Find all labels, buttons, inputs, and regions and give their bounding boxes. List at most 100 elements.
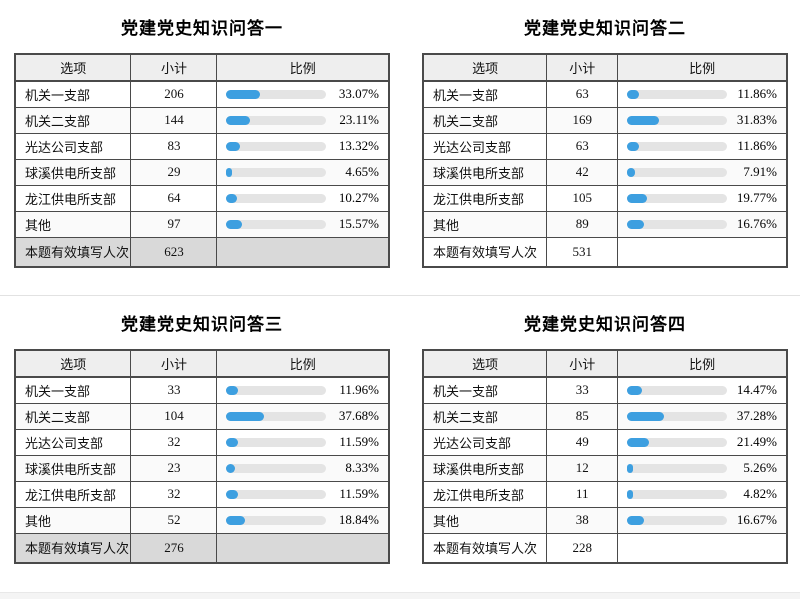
count-value: 64 bbox=[130, 184, 218, 212]
ratio-cell: 7.91% bbox=[617, 158, 788, 186]
ratio-cell: 21.49% bbox=[617, 428, 788, 456]
ratio-percent-label: 10.27% bbox=[338, 190, 379, 205]
ratio-cell: 4.65% bbox=[216, 158, 390, 186]
table-row: 光达公司支部 83 13.32% bbox=[14, 132, 390, 160]
ratio-percent-label: 23.11% bbox=[339, 112, 379, 127]
table-header-row: 选项 小计 比例 bbox=[422, 53, 788, 82]
count-value: 169 bbox=[546, 106, 619, 134]
count-value: 32 bbox=[130, 480, 218, 508]
ratio-percent-label: 11.59% bbox=[339, 434, 379, 449]
table-row: 光达公司支部 49 21.49% bbox=[422, 428, 788, 456]
table-row: 机关二支部 169 31.83% bbox=[422, 106, 788, 134]
option-label: 光达公司支部 bbox=[422, 132, 548, 160]
ratio-bar-fill bbox=[627, 385, 642, 395]
ratio-bar-fill bbox=[627, 167, 636, 177]
col-header-count: 小计 bbox=[130, 349, 218, 378]
option-label: 龙江供电所支部 bbox=[422, 184, 548, 212]
count-value: 42 bbox=[546, 158, 619, 186]
option-label: 光达公司支部 bbox=[14, 428, 132, 456]
ratio-bar-track bbox=[226, 437, 327, 447]
ratio-percent-label: 13.32% bbox=[338, 138, 379, 153]
total-row: 本题有效填写人次 531 bbox=[422, 236, 788, 268]
option-label: 其他 bbox=[14, 506, 132, 534]
ratio-bar-fill bbox=[627, 437, 649, 447]
table-row: 机关一支部 33 11.96% bbox=[14, 376, 390, 404]
ratio-cell: 18.84% bbox=[216, 506, 390, 534]
option-label: 机关二支部 bbox=[14, 106, 132, 134]
ratio-percent-label: 4.82% bbox=[743, 486, 777, 501]
ratio-cell: 13.32% bbox=[216, 132, 390, 160]
survey-result-question-1: 党建党史知识问答一 选项 小计 比例 机关一支部 206 33.07% 机关二支部 14… bbox=[0, 0, 400, 295]
count-value: 32 bbox=[130, 428, 218, 456]
table-row: 机关一支部 33 14.47% bbox=[422, 376, 788, 404]
total-label: 本题有效填写人次 bbox=[14, 236, 132, 268]
report-row-top: 党建党史知识问答一 选项 小计 比例 机关一支部 206 33.07% 机关二支部 14… bbox=[0, 0, 800, 296]
ratio-bar-fill bbox=[627, 489, 634, 499]
ratio-bar-fill bbox=[226, 193, 237, 203]
ratio-bar-fill bbox=[226, 385, 239, 395]
total-row: 本题有效填写人次 228 bbox=[422, 532, 788, 564]
col-header-option: 选项 bbox=[14, 349, 132, 378]
ratio-bar-track bbox=[627, 167, 728, 177]
ratio-bar-fill bbox=[627, 463, 634, 473]
col-header-option: 选项 bbox=[14, 53, 132, 82]
count-value: 38 bbox=[546, 506, 619, 534]
ratio-cell: 10.27% bbox=[216, 184, 390, 212]
survey-result-question-3: 党建党史知识问答三 选项 小计 比例 机关一支部 33 11.96% 机关二支部 104… bbox=[0, 296, 400, 592]
option-label: 其他 bbox=[422, 210, 548, 238]
ratio-cell: 16.67% bbox=[617, 506, 788, 534]
total-row: 本题有效填写人次 276 bbox=[14, 532, 390, 564]
ratio-bar-track bbox=[226, 115, 327, 125]
count-value: 104 bbox=[130, 402, 218, 430]
ratio-percent-label: 37.28% bbox=[736, 408, 777, 423]
ratio-percent-label: 31.83% bbox=[736, 112, 777, 127]
ratio-bar-track bbox=[226, 89, 327, 99]
ratio-bar-track bbox=[627, 411, 728, 421]
ratio-bar-track bbox=[226, 463, 327, 473]
table-row: 其他 97 15.57% bbox=[14, 210, 390, 238]
table-row: 龙江供电所支部 11 4.82% bbox=[422, 480, 788, 508]
col-header-option: 选项 bbox=[422, 53, 548, 82]
ratio-bar-fill bbox=[226, 219, 243, 229]
option-label: 光达公司支部 bbox=[14, 132, 132, 160]
ratio-cell: 11.96% bbox=[216, 376, 390, 404]
table-row: 其他 89 16.76% bbox=[422, 210, 788, 238]
ratio-percent-label: 16.67% bbox=[736, 512, 777, 527]
ratio-percent-label: 8.33% bbox=[345, 460, 379, 475]
option-label: 其他 bbox=[14, 210, 132, 238]
count-value: 105 bbox=[546, 184, 619, 212]
col-header-ratio: 比例 bbox=[216, 349, 390, 378]
ratio-cell: 11.59% bbox=[216, 480, 390, 508]
ratio-bar-fill bbox=[226, 463, 235, 473]
survey-result-question-4: 党建党史知识问答四 选项 小计 比例 机关一支部 33 14.47% 机关二支部 85 3… bbox=[400, 296, 800, 592]
result-table: 选项 小计 比例 机关一支部 206 33.07% 机关二支部 144 23.11% 光达公… bbox=[14, 53, 390, 268]
count-value: 33 bbox=[546, 376, 619, 404]
option-label: 机关二支部 bbox=[422, 106, 548, 134]
ratio-cell: 19.77% bbox=[617, 184, 788, 212]
ratio-bar-track bbox=[627, 515, 728, 525]
option-label: 光达公司支部 bbox=[422, 428, 548, 456]
ratio-cell: 8.33% bbox=[216, 454, 390, 482]
ratio-bar-fill bbox=[226, 411, 265, 421]
ratio-percent-label: 11.59% bbox=[339, 486, 379, 501]
table-row: 球溪供电所支部 12 5.26% bbox=[422, 454, 788, 482]
count-value: 63 bbox=[546, 80, 619, 108]
result-table: 选项 小计 比例 机关一支部 33 14.47% 机关二支部 85 37.28% 光达公司支… bbox=[422, 349, 788, 564]
table-row: 机关二支部 85 37.28% bbox=[422, 402, 788, 430]
ratio-bar-fill bbox=[226, 437, 239, 447]
count-value: 11 bbox=[546, 480, 619, 508]
count-value: 33 bbox=[130, 376, 218, 404]
ratio-cell: 31.83% bbox=[617, 106, 788, 134]
option-label: 机关二支部 bbox=[422, 402, 548, 430]
count-value: 97 bbox=[130, 210, 218, 238]
table-row: 龙江供电所支部 64 10.27% bbox=[14, 184, 390, 212]
ratio-cell: 37.68% bbox=[216, 402, 390, 430]
table-row: 光达公司支部 32 11.59% bbox=[14, 428, 390, 456]
ratio-bar-track bbox=[226, 167, 327, 177]
ratio-bar-track bbox=[226, 141, 327, 151]
total-row: 本题有效填写人次 623 bbox=[14, 236, 390, 268]
ratio-percent-label: 11.86% bbox=[737, 86, 777, 102]
table-row: 球溪供电所支部 42 7.91% bbox=[422, 158, 788, 186]
ratio-bar-track bbox=[627, 193, 728, 203]
